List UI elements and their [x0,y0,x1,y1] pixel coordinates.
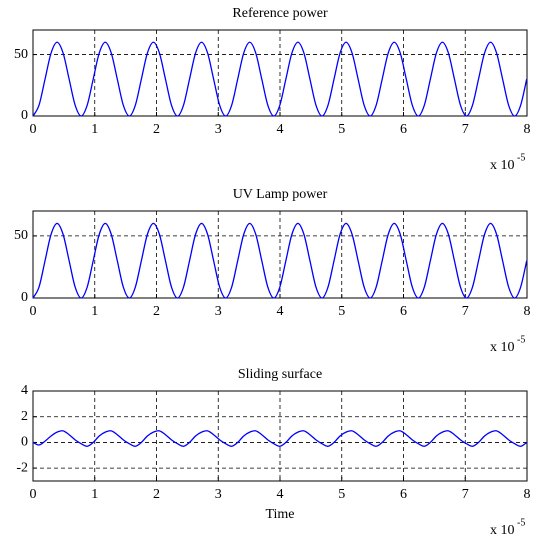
data-line [32,430,528,447]
y-tick-label: 0 [21,435,28,450]
axis-exponent-power: -5 [517,517,525,528]
x-tick-label: 2 [153,304,160,319]
x-tick-label: 0 [30,122,37,137]
axis-exponent-power: -5 [517,152,525,163]
x-tick-label: 7 [462,487,469,502]
x-tick-label: 0 [30,304,37,319]
y-tick-label: 50 [14,228,28,243]
x-tick-label: 1 [91,122,98,137]
y-tick-label: 2 [21,409,28,424]
x-tick-label: 1 [91,304,98,319]
x-tick-label: 1 [91,487,98,502]
y-tick-label: 4 [21,383,28,398]
x-tick-label: 8 [524,304,531,319]
x-tick-label: 3 [215,304,222,319]
x-tick-label: 4 [277,122,284,137]
axis-exponent: x 10 [490,523,515,538]
x-tick-label: 5 [338,304,345,319]
x-tick-label: 3 [215,487,222,502]
y-tick-label: 50 [14,47,28,62]
x-tick-label: 2 [153,487,160,502]
axes-frame [32,390,528,482]
x-tick-label: 6 [400,304,407,319]
x-tick-label: 4 [277,487,284,502]
data-line [32,41,528,117]
x-axis-label: Time [265,507,294,522]
x-tick-label: 7 [462,304,469,319]
subplot-title: UV Lamp power [233,187,328,202]
x-tick-label: 3 [215,122,222,137]
x-tick-label: 6 [400,122,407,137]
axis-exponent: x 10 [490,158,515,173]
axes-frame [32,210,528,299]
subplot-title: Sliding surface [238,367,322,382]
x-tick-label: 7 [462,122,469,137]
x-tick-label: 4 [277,304,284,319]
x-tick-label: 0 [30,487,37,502]
x-tick-label: 8 [524,487,531,502]
x-tick-label: 5 [338,122,345,137]
y-tick-label: 0 [21,108,28,123]
x-tick-label: 2 [153,122,160,137]
axis-exponent: x 10 [490,340,515,355]
x-tick-label: 8 [524,122,531,137]
y-tick-label: 0 [21,290,28,305]
x-tick-label: 5 [338,487,345,502]
axes-frame [32,29,528,117]
subplot-title: Reference power [232,6,328,21]
x-tick-label: 6 [400,487,407,502]
data-line [32,222,528,299]
y-tick-label: -2 [16,460,28,475]
axis-exponent-power: -5 [517,334,525,345]
